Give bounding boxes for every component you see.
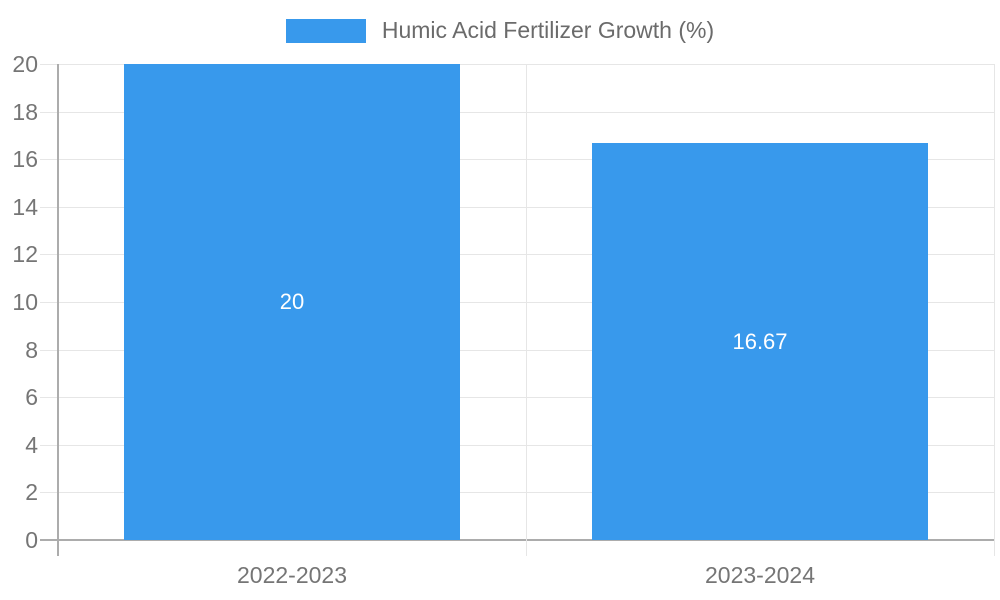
legend-label: Humic Acid Fertilizer Growth (%) — [381, 17, 715, 43]
legend[interactable]: Humic Acid Fertilizer Growth (%) — [0, 17, 1000, 44]
gridline — [40, 207, 994, 208]
bar-2022-2023[interactable] — [124, 64, 460, 540]
gridline — [40, 445, 994, 446]
x-axis-line — [40, 539, 994, 541]
y-tick-label: 16 — [12, 146, 38, 173]
y-tick-label: 20 — [12, 51, 38, 77]
gridline — [40, 492, 994, 493]
legend-swatch-icon — [285, 18, 366, 43]
gridline — [40, 302, 994, 303]
y-tick-label: 10 — [12, 289, 38, 315]
y-axis-line — [57, 64, 59, 556]
gridline — [40, 159, 994, 160]
gridline — [40, 112, 994, 113]
y-tick-label: 2 — [25, 479, 38, 506]
y-tick-label: 12 — [12, 241, 38, 268]
y-tick-label: 0 — [25, 527, 38, 553]
gridline — [40, 350, 994, 351]
y-tick-label: 6 — [25, 384, 38, 411]
y-tick-label: 8 — [25, 336, 38, 363]
bar-value-label: 20 — [279, 289, 305, 314]
x-tick-label: 2023-2024 — [705, 562, 815, 588]
y-tick-label: 18 — [12, 98, 38, 125]
gridline — [40, 397, 994, 398]
gridline-vertical — [994, 64, 995, 556]
y-tick-label: 14 — [12, 193, 38, 220]
gridline-vertical — [526, 64, 527, 556]
x-tick-label: 2022-2023 — [237, 562, 347, 588]
bar-value-label: 16.67 — [732, 328, 788, 354]
gridline — [40, 254, 994, 255]
bar-2023-2024[interactable] — [592, 143, 928, 540]
y-tick-label: 4 — [25, 431, 38, 458]
gridline — [40, 64, 994, 65]
